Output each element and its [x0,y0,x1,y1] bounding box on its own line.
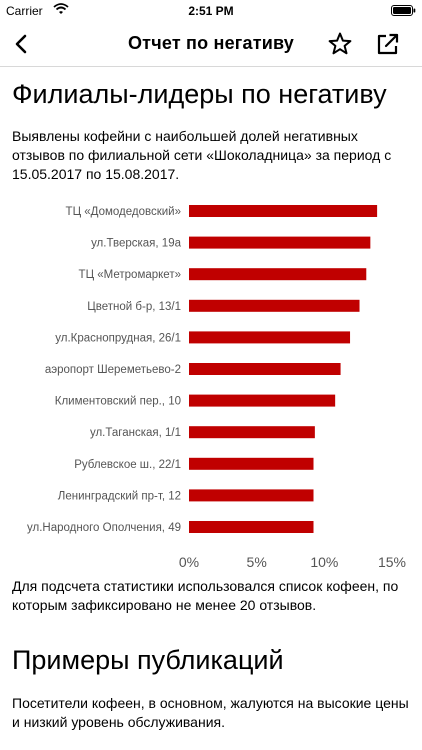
category-label: ул.Народного Ополчения, 49 [27,522,181,534]
bar [189,268,367,281]
bar [189,299,360,312]
carrier-label: Carrier [6,4,43,18]
footnote-paragraph: Для подсчета статистики использовался сп… [12,578,399,613]
category-label: Ленинградский пр-т, 12 [58,490,181,502]
share-icon[interactable] [374,30,402,58]
category-label: аэропорт Шереметьево-2 [45,364,181,376]
negative-share-bar-chart: ТЦ «Домодедовский» ул.Тверская, 19а ТЦ «Ме… [27,205,406,570]
category-label: Рублевское ш., 22/1 [74,459,181,471]
navigation-bar: Отчет по негативу [0,22,422,67]
intro-paragraph: Выявлены кофейни с наибольшей долей нега… [12,128,392,182]
bar [189,426,315,439]
bar [189,363,341,375]
x-tick-label: 10% [310,554,338,570]
bar [189,331,351,344]
x-tick-label: 5% [247,554,267,570]
category-label: Климентовский пер., 10 [55,396,181,408]
status-time: 2:51 PM [188,4,234,18]
category-label: ТЦ «Домодедовский» [66,206,181,218]
section-heading-examples: Примеры публикаций [12,645,284,675]
bar [189,236,371,249]
star-icon[interactable] [326,30,354,58]
category-label: ул.Тверская, 19а [91,238,182,250]
bar [189,521,314,533]
bar [189,205,378,217]
category-label: ТЦ «Метромаркет» [79,269,181,281]
x-tick-label: 0% [179,554,199,570]
category-label: ул.Краснопрудная, 26/1 [55,332,181,344]
bar [189,457,314,470]
page-title: Отчет по негативу [127,33,295,53]
back-chevron-icon[interactable] [8,30,36,58]
battery-icon [391,5,416,16]
examples-paragraph: Посетители кофеен, в основном, жалуются … [12,695,409,730]
wifi-icon [53,3,69,18]
section-heading-leaders: Филиалы-лидеры по негативу [12,79,387,109]
bar [189,394,336,407]
status-bar: Carrier 2:51 PM [0,0,422,22]
x-tick-label: 15% [378,554,406,570]
category-label: Цветной б-р, 13/1 [87,301,181,313]
category-label: ул.Таганская, 1/1 [90,427,181,439]
bar [189,489,314,502]
